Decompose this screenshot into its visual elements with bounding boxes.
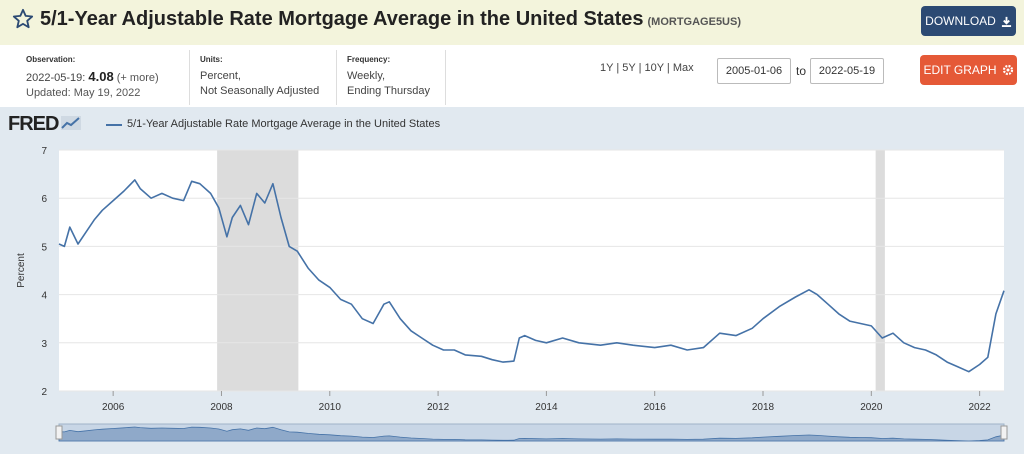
units-block: Units: Percent, Not Seasonally Adjusted — [200, 52, 319, 99]
units-line2: Not Seasonally Adjusted — [200, 85, 320, 97]
download-icon — [1001, 16, 1011, 27]
y-tick-label: 7 — [41, 146, 47, 157]
favorite-star-icon[interactable] — [12, 8, 34, 30]
gear-icon — [1002, 64, 1013, 76]
x-tick-label: 2012 — [427, 402, 450, 413]
download-button[interactable]: DOWNLOAD — [921, 6, 1016, 36]
y-tick-label: 6 — [41, 194, 47, 205]
range-1y-button[interactable]: 1Y — [600, 62, 614, 74]
legend-entry: 5/1-Year Adjustable Rate Mortgage Averag… — [127, 118, 441, 130]
frequency-line2: Ending Thursday — [347, 85, 430, 97]
fred-logo-chart-icon — [61, 116, 82, 130]
series-line — [58, 179, 1005, 373]
end-date-input[interactable]: 2022-05-19 — [810, 58, 884, 84]
page-title: 5/1-Year Adjustable Rate Mortgage Averag… — [40, 8, 741, 31]
fred-logo: FRED — [8, 113, 82, 136]
x-tick-label: 2022 — [969, 402, 992, 413]
recession-band — [875, 150, 885, 391]
meta-divider — [336, 50, 337, 105]
fred-logo-text: FRED — [8, 113, 59, 135]
units-label: Units: — [200, 55, 223, 64]
range-buttons: 1Y | 5Y | 10Y | Max — [600, 62, 694, 74]
y-tick-label: 3 — [41, 339, 47, 350]
plot-background — [59, 150, 1004, 391]
y-tick-label: 4 — [41, 291, 47, 302]
observation-label: Observation: — [26, 55, 76, 64]
observation-block: Observation: 2022-05-19: 4.08 (+ more) U… — [26, 52, 159, 101]
range-10y-button[interactable]: 10Y — [644, 62, 664, 74]
navigator-left-handle[interactable] — [55, 425, 63, 440]
x-tick-label: 2020 — [860, 402, 883, 413]
series-id: (MORTGAGE5US) — [647, 16, 742, 28]
x-tick-label: 2010 — [319, 402, 342, 413]
to-label: to — [796, 64, 807, 78]
navigator-series — [58, 426, 1005, 442]
frequency-label: Frequency: — [347, 55, 391, 64]
x-tick-label: 2006 — [102, 402, 125, 413]
meta-divider — [445, 50, 446, 105]
updated-date: Updated: May 19, 2022 — [26, 87, 141, 99]
edit-graph-label: EDIT GRAPH — [923, 63, 997, 77]
download-label: DOWNLOAD — [925, 14, 996, 28]
y-axis-label: Percent — [16, 253, 27, 288]
meta-divider — [189, 50, 190, 105]
frequency-block: Frequency: Weekly, Ending Thursday — [347, 52, 430, 99]
x-tick-label: 2016 — [644, 402, 667, 413]
frequency-line1: Weekly, — [347, 70, 386, 82]
y-tick-label: 2 — [41, 387, 47, 398]
y-tick-label: 5 — [41, 242, 47, 253]
range-max-button[interactable]: Max — [672, 62, 694, 74]
x-tick-label: 2018 — [752, 402, 775, 413]
observation-line: 2022-05-19: 4.08 (+ more) — [26, 69, 159, 86]
legend-swatch — [106, 124, 122, 126]
recession-band — [217, 150, 299, 391]
page-title-text: 5/1-Year Adjustable Rate Mortgage Averag… — [40, 8, 644, 30]
range-5y-button[interactable]: 5Y — [622, 62, 636, 74]
x-tick-label: 2014 — [535, 402, 558, 413]
start-date-input[interactable]: 2005-01-06 — [717, 58, 791, 84]
observation-more-link[interactable]: (+ more) — [116, 72, 159, 84]
navigator-right-handle[interactable] — [1000, 425, 1008, 440]
observation-date: 2022-05-19: — [26, 72, 86, 84]
edit-graph-button[interactable]: EDIT GRAPH — [920, 55, 1017, 85]
units-line1: Percent, — [200, 70, 241, 82]
x-tick-label: 2008 — [210, 402, 233, 413]
header-bar — [0, 0, 1024, 45]
observation-value: 4.08 — [88, 69, 114, 84]
